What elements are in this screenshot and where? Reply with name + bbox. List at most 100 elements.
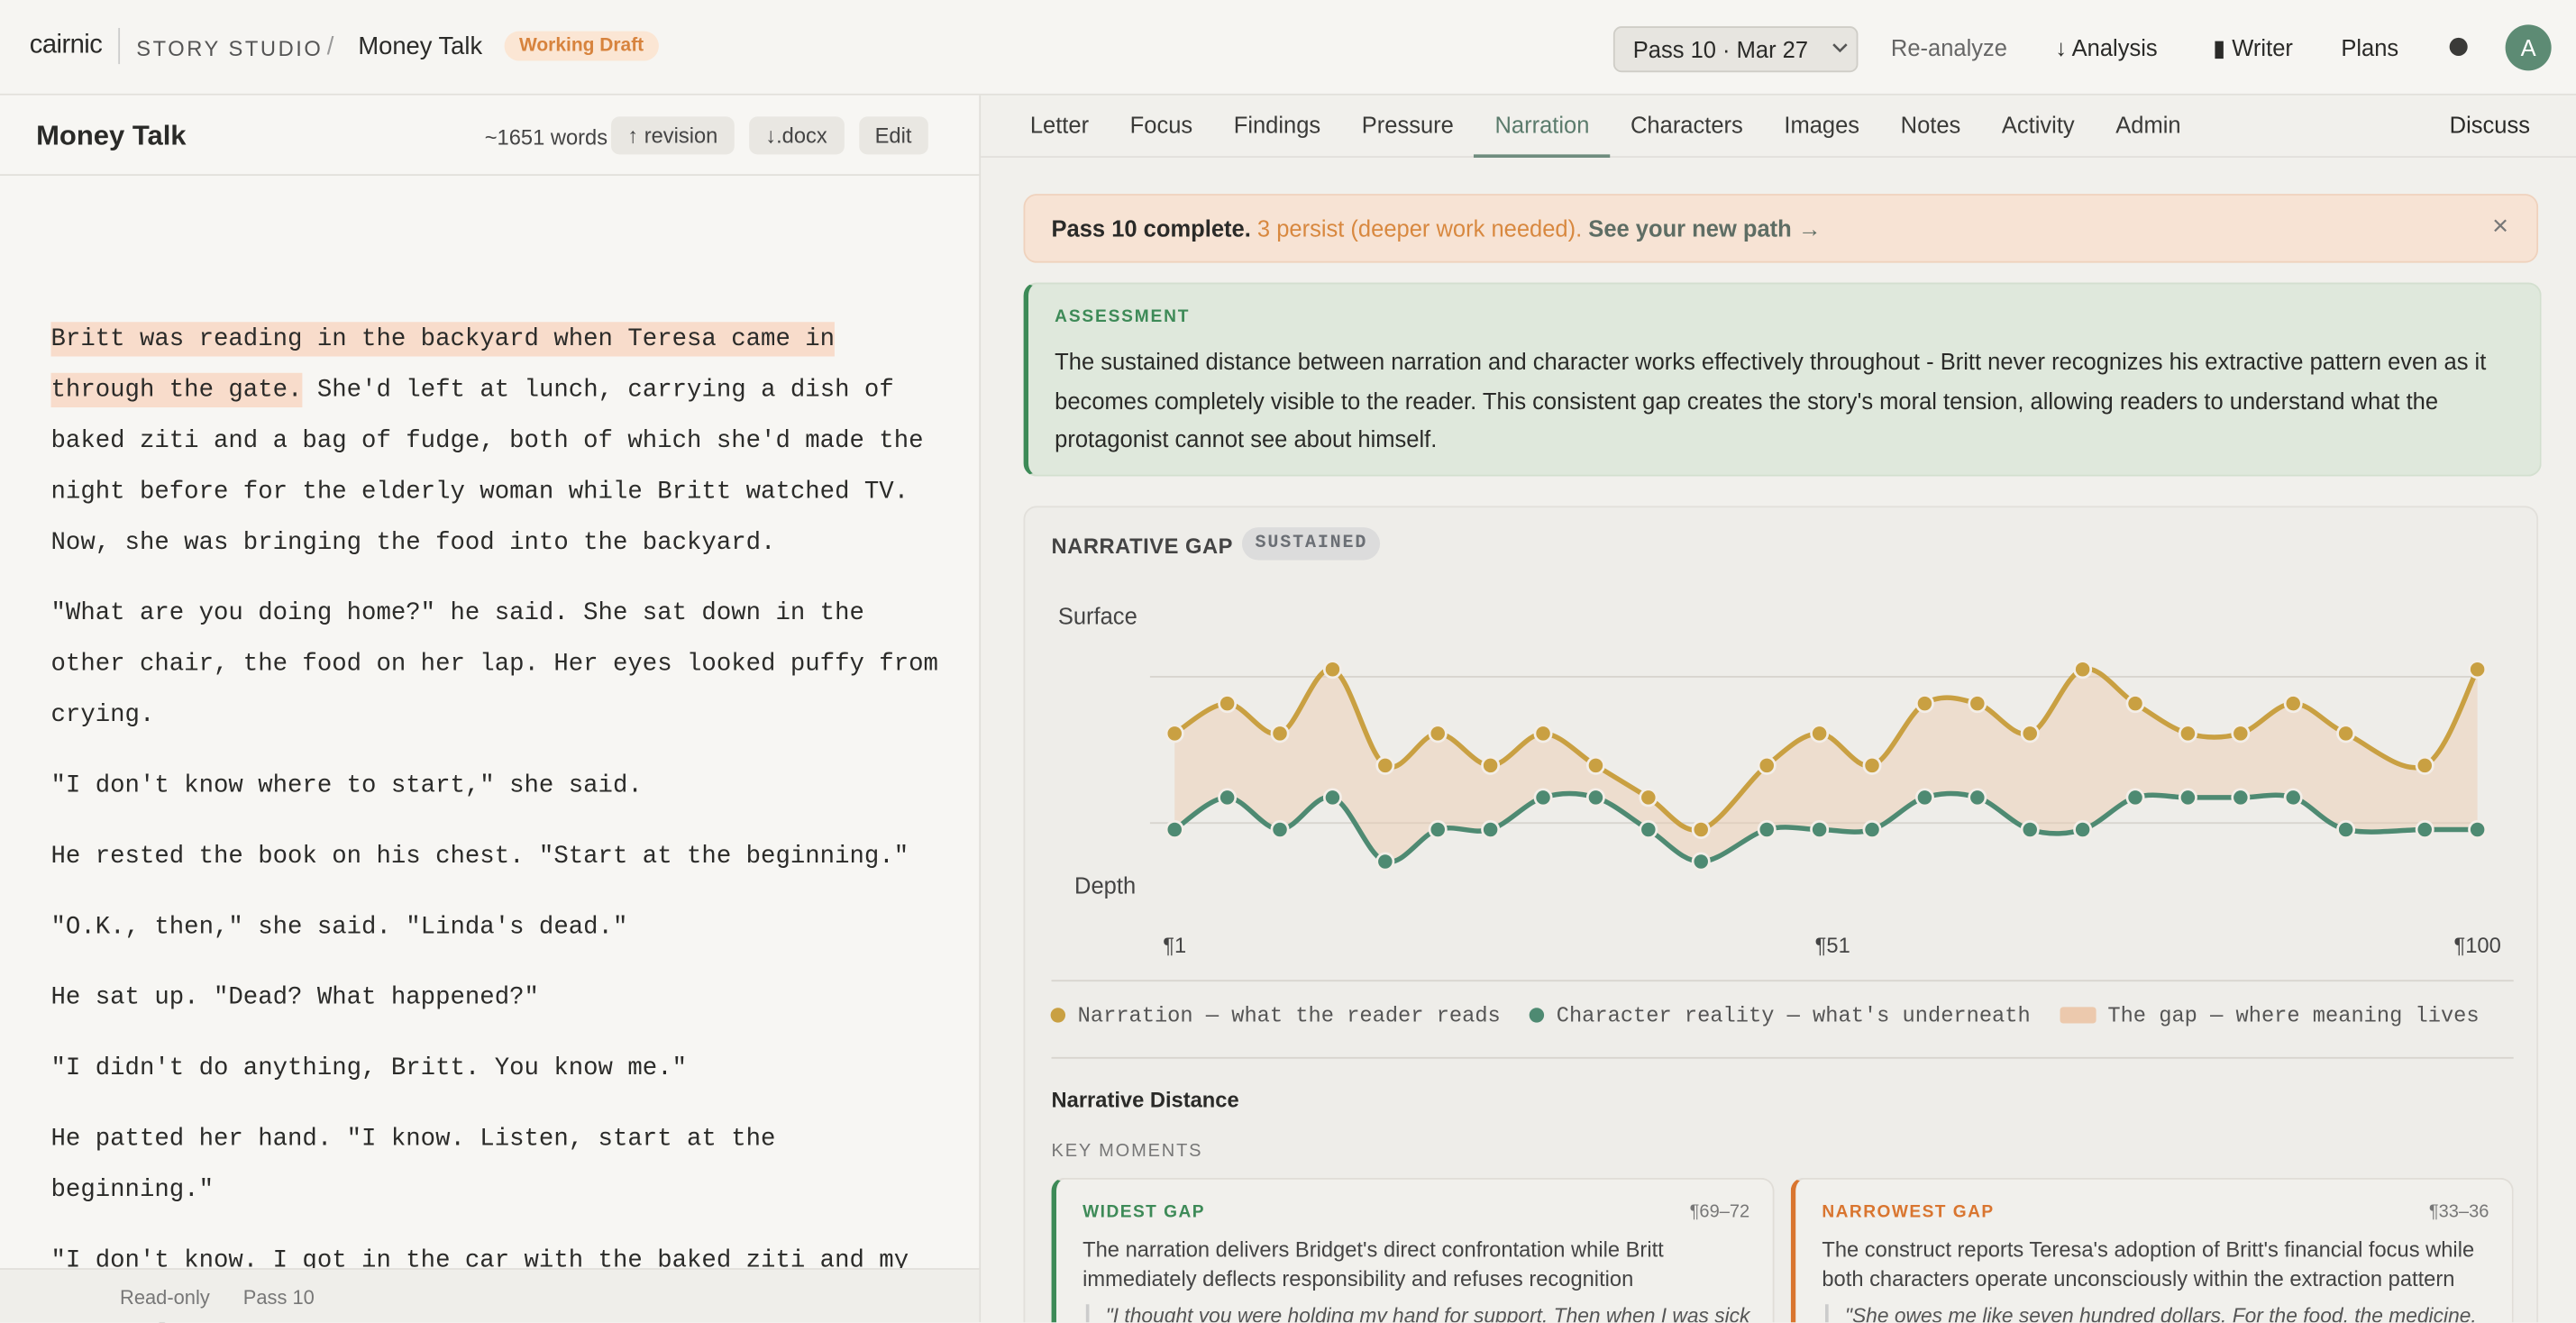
editor-button[interactable]: ↑ revision	[611, 116, 735, 155]
tab[interactable]: Findings	[1233, 111, 1321, 139]
moment-text: The construct reports Teresa's adoption …	[1822, 1236, 2475, 1291]
story-name[interactable]: Money Talk	[358, 32, 483, 61]
paragraph: He patted her hand. "I know. Listen, sta…	[50, 1125, 776, 1205]
x-tick-label: ¶51	[1815, 935, 1850, 958]
legend-swatch	[2060, 1007, 2096, 1024]
data-point	[1810, 819, 1830, 839]
data-point	[2283, 694, 2303, 714]
data-point	[2336, 724, 2356, 744]
moment-quote: "She owes me like seven hundred dollars.…	[1825, 1304, 2502, 1323]
x-tick-label: ¶1	[1163, 935, 1186, 958]
data-point	[1585, 788, 1605, 807]
data-point	[2020, 724, 2040, 744]
banner-warning: 3 persist (deeper work needed).	[1256, 214, 1583, 242]
data-point	[1322, 660, 1342, 680]
moment-range: ¶33–36	[2428, 1202, 2489, 1223]
data-point	[1375, 852, 1395, 871]
tab[interactable]: Focus	[1129, 111, 1193, 139]
data-point	[2125, 788, 2145, 807]
studio-label: STORY STUDIO	[136, 36, 324, 61]
assessment-text: The sustained distance between narration…	[1055, 348, 2487, 452]
data-point	[1914, 694, 1934, 714]
tab[interactable]: Pressure	[1361, 111, 1454, 139]
header-action[interactable]: ↓ Analysis	[2055, 34, 2158, 61]
banner-strong: Pass 10 complete.	[1051, 214, 1251, 242]
legend-label: Narration — what the reader reads	[1078, 1005, 1501, 1029]
data-point	[1639, 788, 1658, 807]
data-point	[2231, 788, 2251, 807]
tabs: Letter Focus Findings Pressure Narration Char…	[1030, 112, 2202, 158]
header-action[interactable]: Re-analyze	[1890, 34, 2008, 61]
paragraph: "I don't know where to start," she said.	[50, 771, 643, 800]
breadcrumb-separator: /	[326, 32, 334, 61]
tab[interactable]: Characters	[1631, 111, 1743, 139]
logo[interactable]: cairnic	[29, 31, 103, 59]
divider	[0, 174, 980, 177]
header-action[interactable]: ▮ Writer	[2213, 34, 2293, 61]
data-point	[2073, 819, 2093, 839]
chevron	[1832, 43, 1848, 53]
tab[interactable]: Letter	[1029, 111, 1090, 139]
editor-panel: Money Talk ~1651 words ↑ revision ↓.docx E…	[0, 95, 982, 1323]
data-point	[2178, 788, 2197, 807]
top-bar: cairnic STORY STUDIO / Money Talk Workin…	[0, 0, 2576, 96]
moment-range: ¶69–72	[1689, 1202, 1750, 1223]
chart-title: NARRATIVE GAP	[1051, 534, 1234, 559]
data-point	[2231, 724, 2251, 744]
data-point	[1481, 755, 1501, 775]
paragraph: "What are you doing home?" he said. She …	[50, 599, 938, 730]
discuss-button[interactable]: Discuss	[2449, 111, 2530, 139]
editor-buttons: ↑ revision ↓.docx Edit	[611, 116, 928, 155]
data-point	[1810, 724, 1830, 744]
data-point	[2468, 660, 2488, 680]
header-action[interactable]: Plans	[2341, 34, 2399, 61]
data-point	[1533, 724, 1553, 744]
data-point	[1691, 819, 1711, 839]
tab[interactable]: Notes	[1900, 111, 1961, 139]
data-point	[1165, 724, 1184, 744]
data-point	[2283, 788, 2303, 807]
assessment-label: ASSESSMENT	[1055, 306, 1191, 327]
editor-button[interactable]: Edit	[858, 116, 928, 155]
avatar[interactable]: A	[2505, 24, 2552, 71]
data-point	[1757, 819, 1777, 839]
tab[interactable]: Activity	[2001, 111, 2075, 139]
tab[interactable]: Images	[1784, 111, 1860, 139]
y-bottom-label: Depth	[1074, 871, 1137, 899]
tab[interactable]: Narration	[1474, 112, 1611, 158]
editor-button[interactable]: ↓.docx	[749, 116, 844, 155]
data-point	[2125, 694, 2145, 714]
paragraph: "I didn't do anything, Britt. You know m…	[50, 1054, 688, 1083]
legend-swatch	[1050, 1008, 1066, 1023]
data-point	[1428, 819, 1448, 839]
x-tick-label: ¶100	[2454, 935, 2501, 958]
paragraph-text: She'd left at lunch, carrying a dish of …	[50, 376, 924, 557]
theme-toggle[interactable]	[2449, 37, 2468, 56]
pass-select[interactable]: Pass 10 · Mar 27	[1612, 26, 1859, 73]
data-point	[1691, 852, 1711, 871]
moment-text: The narration delivers Bridget's direct …	[1082, 1236, 1664, 1291]
banner-text: Pass 10 complete. 3 persist (deeper work…	[1052, 215, 1822, 242]
y-top-label: Surface	[1057, 602, 1137, 630]
legend-label: Character reality — what's underneath	[1557, 1005, 2031, 1029]
assessment-card: ASSESSMENT The sustained distance betwee…	[1023, 282, 2542, 477]
data-point	[1968, 788, 1987, 807]
editor-title: Money Talk	[36, 120, 187, 151]
banner-link[interactable]: See your new path →	[1588, 214, 1822, 242]
footer-pass: Pass 10	[242, 1286, 315, 1309]
moment-label: NARROWEST GAP	[1822, 1202, 1995, 1223]
data-point	[1270, 819, 1290, 839]
data-point	[2073, 660, 2093, 680]
data-point	[1639, 819, 1658, 839]
moment-card: NARROWEST GAP ¶33–36 The construct reports…	[1790, 1177, 2514, 1323]
chart-card: ¶1 ¶51 ¶100 Narration — what the reader rea…	[1023, 506, 2539, 1323]
pass-banner: Pass 10 complete. 3 persist (deeper work…	[1023, 194, 2539, 263]
word-count: ~1651 words	[484, 124, 608, 150]
tab[interactable]: Admin	[2115, 111, 2181, 139]
data-point	[1914, 788, 1934, 807]
paragraph: "O.K., then," she said. "Linda's dead."	[50, 913, 628, 942]
close-button[interactable]: ×	[2492, 210, 2509, 242]
section-label: KEY MOMENTS	[1051, 1141, 1203, 1162]
legend-swatch	[1529, 1008, 1545, 1023]
